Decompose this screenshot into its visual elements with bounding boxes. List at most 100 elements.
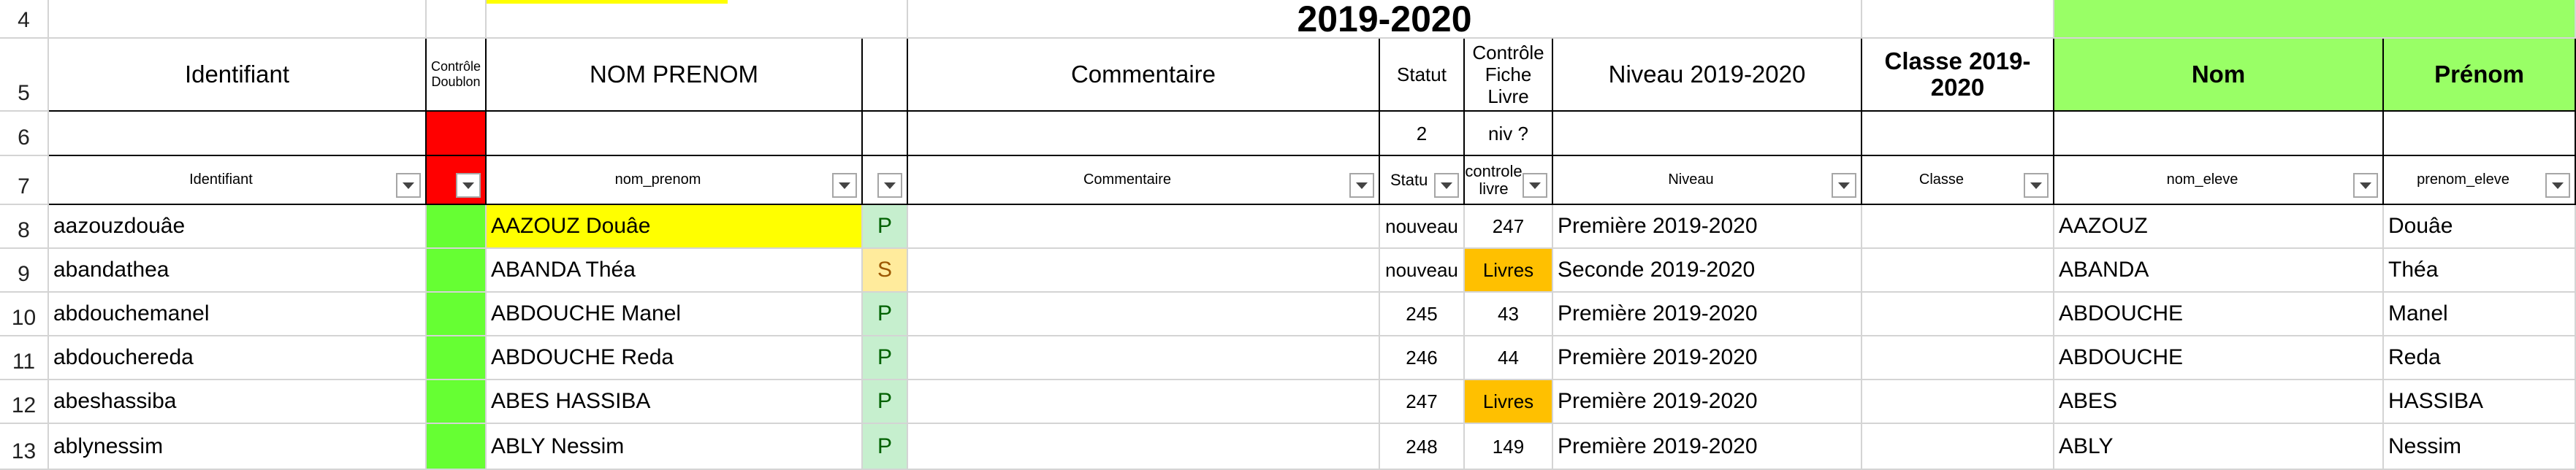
- cell-identifiant[interactable]: aazouzdouâe: [49, 205, 427, 249]
- cell-statut[interactable]: nouveau: [1380, 249, 1465, 293]
- cell-niveau[interactable]: Première 2019-2020: [1553, 336, 1862, 380]
- cell-classe[interactable]: [1862, 336, 2054, 380]
- cell-nom[interactable]: ABDOUCHE: [2054, 336, 2384, 380]
- cell-C6[interactable]: [487, 112, 863, 156]
- filter-dropdown-icon[interactable]: [456, 173, 481, 198]
- filter-niveau[interactable]: Niveau: [1553, 156, 1862, 205]
- header-controle-doublon[interactable]: Contrôle Doublon: [427, 39, 487, 112]
- cell-controle[interactable]: 43: [1465, 293, 1553, 336]
- cell-A6[interactable]: [49, 112, 427, 156]
- cell-nom-prenom[interactable]: ABLY Nessim: [487, 424, 863, 470]
- cell-identifiant[interactable]: abdouchereda: [49, 336, 427, 380]
- filter-dropdown-icon[interactable]: [832, 173, 857, 198]
- cell-flag[interactable]: P: [863, 205, 908, 249]
- cell-J4-green[interactable]: [2054, 0, 2576, 39]
- row-header-12[interactable]: 12: [0, 380, 49, 424]
- filter-dropdown-icon[interactable]: [396, 173, 421, 198]
- header-prenom[interactable]: Prénom: [2384, 39, 2576, 112]
- cell-prenom[interactable]: Manel: [2384, 293, 2576, 336]
- cell-prenom[interactable]: Théa: [2384, 249, 2576, 293]
- cell-commentaire[interactable]: [908, 424, 1380, 470]
- cell-doublon-ok[interactable]: [427, 380, 487, 424]
- cell-classe[interactable]: [1862, 380, 2054, 424]
- cell-flag[interactable]: P: [863, 424, 908, 470]
- cell-niveau[interactable]: Première 2019-2020: [1553, 424, 1862, 470]
- filter-commentaire[interactable]: Commentaire: [908, 156, 1380, 205]
- cell-prenom[interactable]: Nessim: [2384, 424, 2576, 470]
- cell-doublon-ok[interactable]: [427, 249, 487, 293]
- header-controle-fiche-livre[interactable]: Contrôle Fiche Livre: [1465, 39, 1553, 112]
- cell-nom[interactable]: ABANDA: [2054, 249, 2384, 293]
- filter-dropdown-icon[interactable]: [2545, 173, 2570, 198]
- cell-nom[interactable]: ABLY: [2054, 424, 2384, 470]
- cell-flag[interactable]: P: [863, 380, 908, 424]
- row-header-13[interactable]: 13: [0, 424, 49, 470]
- cell-flag[interactable]: P: [863, 336, 908, 380]
- filter-identifiant[interactable]: Identifiant: [49, 156, 427, 205]
- filter-dropdown-icon[interactable]: [1349, 173, 1374, 198]
- cell-statut[interactable]: nouveau: [1380, 205, 1465, 249]
- cell-flag[interactable]: P: [863, 293, 908, 336]
- row-header-11[interactable]: 11: [0, 336, 49, 380]
- row-header-4[interactable]: 4: [0, 0, 49, 39]
- cell-classe[interactable]: [1862, 293, 2054, 336]
- cell-niveau[interactable]: Première 2019-2020: [1553, 293, 1862, 336]
- filter-dropdown-icon[interactable]: [2024, 173, 2049, 198]
- cell-nom-prenom[interactable]: ABANDA Théa: [487, 249, 863, 293]
- filter-dropdown-icon[interactable]: [1434, 173, 1459, 198]
- cell-classe[interactable]: [1862, 424, 2054, 470]
- cell-commentaire[interactable]: [908, 380, 1380, 424]
- cell-J6[interactable]: [2054, 112, 2384, 156]
- cell-niveau[interactable]: Première 2019-2020: [1553, 380, 1862, 424]
- row-header-7[interactable]: 7: [0, 156, 49, 205]
- filter-doublon[interactable]: [427, 156, 487, 205]
- cell-commentaire[interactable]: [908, 249, 1380, 293]
- header-statut[interactable]: Statut: [1380, 39, 1465, 112]
- cell-identifiant[interactable]: abandathea: [49, 249, 427, 293]
- cell-commentaire[interactable]: [908, 293, 1380, 336]
- header-nom-prenom[interactable]: NOM PRENOM: [487, 39, 863, 112]
- filter-nom-prenom[interactable]: nom_prenom: [487, 156, 863, 205]
- filter-dropdown-icon[interactable]: [1523, 173, 1547, 198]
- cell-doublon-ok[interactable]: [427, 293, 487, 336]
- cell-nom[interactable]: ABDOUCHE: [2054, 293, 2384, 336]
- cell-statut[interactable]: 247: [1380, 380, 1465, 424]
- cell-commentaire[interactable]: [908, 336, 1380, 380]
- cell-controle[interactable]: Livres: [1465, 249, 1553, 293]
- cell-prenom[interactable]: Reda: [2384, 336, 2576, 380]
- row-header-9[interactable]: 9: [0, 249, 49, 293]
- cell-doublon-ok[interactable]: [427, 205, 487, 249]
- cell-prenom[interactable]: Douâe: [2384, 205, 2576, 249]
- cell-nom[interactable]: AAZOUZ: [2054, 205, 2384, 249]
- cell-classe[interactable]: [1862, 249, 2054, 293]
- cell-identifiant[interactable]: abeshassiba: [49, 380, 427, 424]
- cell-D6[interactable]: [863, 112, 908, 156]
- cell-B4[interactable]: [427, 0, 487, 39]
- filter-dropdown-icon[interactable]: [2353, 173, 2378, 198]
- cell-G6-niv[interactable]: niv ?: [1465, 112, 1553, 156]
- cell-identifiant[interactable]: abdouchemanel: [49, 293, 427, 336]
- cell-doublon-ok[interactable]: [427, 336, 487, 380]
- header-flag-empty[interactable]: [863, 39, 908, 112]
- filter-controle-livre[interactable]: controle livre: [1465, 156, 1553, 205]
- cell-flag[interactable]: S: [863, 249, 908, 293]
- cell-prenom[interactable]: HASSIBA: [2384, 380, 2576, 424]
- cell-statut[interactable]: 248: [1380, 424, 1465, 470]
- cell-I6[interactable]: [1862, 112, 2054, 156]
- filter-classe[interactable]: Classe: [1862, 156, 2054, 205]
- cell-nom-prenom[interactable]: ABDOUCHE Manel: [487, 293, 863, 336]
- cell-niveau[interactable]: Seconde 2019-2020: [1553, 249, 1862, 293]
- cell-controle[interactable]: Livres: [1465, 380, 1553, 424]
- cell-K6[interactable]: [2384, 112, 2576, 156]
- year-title[interactable]: 2019-2020: [908, 0, 1862, 39]
- filter-prenom-eleve[interactable]: prenom_eleve: [2384, 156, 2576, 205]
- filter-dropdown-icon[interactable]: [1832, 173, 1856, 198]
- cell-controle[interactable]: 44: [1465, 336, 1553, 380]
- cell-I4[interactable]: [1862, 0, 2054, 39]
- header-niveau[interactable]: Niveau 2019-2020: [1553, 39, 1862, 112]
- cell-classe[interactable]: [1862, 205, 2054, 249]
- row-header-8[interactable]: 8: [0, 205, 49, 249]
- cell-identifiant[interactable]: ablynessim: [49, 424, 427, 470]
- cell-A4[interactable]: [49, 0, 427, 39]
- filter-flag[interactable]: [863, 156, 908, 205]
